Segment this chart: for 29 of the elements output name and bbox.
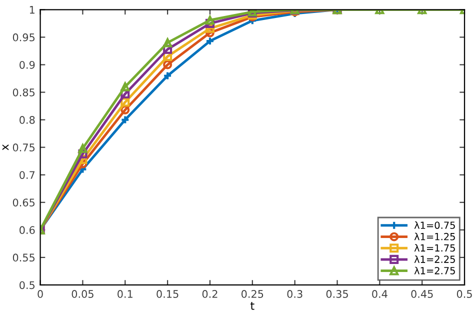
x-tick-label: 0.4	[372, 290, 388, 298]
y-tick-label: 0.6	[20, 226, 35, 234]
legend-label: λ1=2.75	[414, 266, 455, 274]
y-tick-label: 0.85	[12, 88, 35, 96]
x-tick-label: 0.2	[202, 290, 218, 298]
x-tick-label: 0	[38, 290, 43, 298]
y-tick-label: 0.55	[12, 254, 35, 262]
y-tick-label: 1	[30, 6, 34, 14]
legend-label: λ1=1.25	[414, 232, 455, 240]
x-tick-label: 0.25	[241, 290, 264, 298]
y-tick-label: 0.95	[12, 33, 35, 42]
y-tick-label: 0.9	[20, 60, 35, 69]
x-tick-label: 0.05	[72, 290, 94, 298]
y-axis-title: x	[2, 144, 9, 150]
x-tick-label: 0.5	[456, 290, 472, 298]
x-tick-label: 0.3	[287, 290, 302, 298]
x-tick-label: 0.1	[118, 290, 132, 298]
y-tick-label: 0.8	[20, 116, 35, 124]
legend-label: λ1=1.75	[414, 244, 455, 252]
legend-label: λ1=0.75	[414, 221, 455, 229]
x-tick-label: 0.45	[411, 290, 433, 298]
x-tick-label: 0.15	[156, 290, 178, 298]
y-tick-label: 0.7	[20, 171, 35, 179]
x-axis-title: t	[250, 302, 254, 310]
x-tick-label: 0.35	[326, 290, 348, 298]
y-tick-label: 0.5	[20, 281, 35, 290]
legend-label: λ1=2.25	[414, 255, 455, 263]
y-tick-label: 0.65	[12, 198, 35, 206]
y-tick-label: 0.75	[12, 144, 35, 152]
